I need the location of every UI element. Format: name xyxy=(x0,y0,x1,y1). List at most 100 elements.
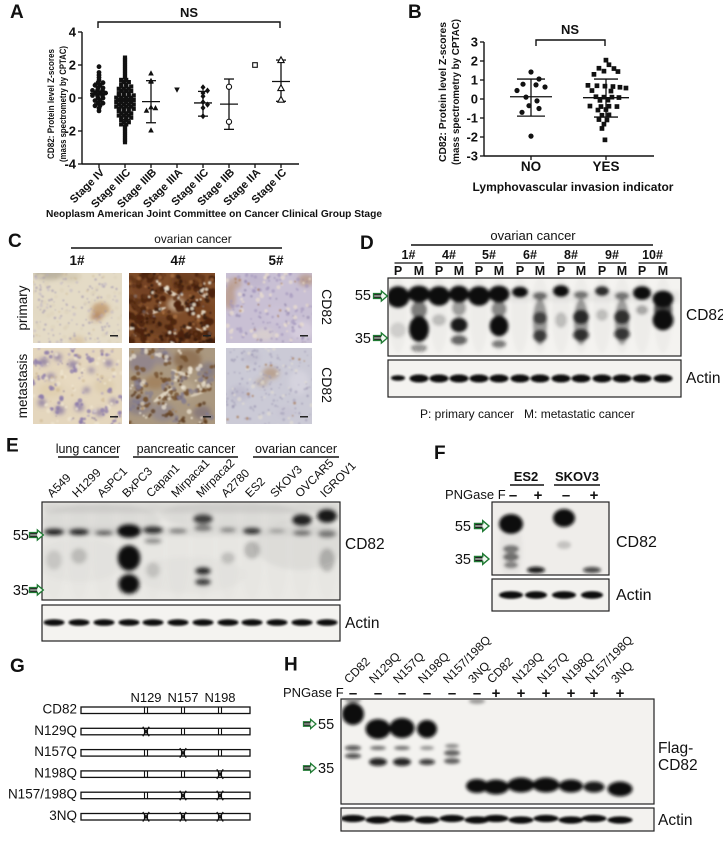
svg-text:–: – xyxy=(473,685,481,702)
svg-text:–: – xyxy=(374,685,382,702)
svg-text:CD82: CD82 xyxy=(345,536,385,553)
svg-text:–: – xyxy=(423,685,431,702)
svg-text:+: + xyxy=(567,685,576,702)
svg-text:CD82: Protein level Z-scores: CD82: Protein level Z-scores xyxy=(437,22,449,162)
svg-text:G: G xyxy=(10,656,25,677)
svg-text:-2: -2 xyxy=(466,130,478,145)
svg-text:M: M xyxy=(576,264,586,278)
svg-text:4: 4 xyxy=(69,25,77,40)
svg-text:NS: NS xyxy=(561,22,579,37)
svg-text:N198: N198 xyxy=(204,690,235,705)
svg-text:PNGase F: PNGase F xyxy=(445,487,506,502)
svg-text:35: 35 xyxy=(355,331,371,347)
svg-text:–: – xyxy=(448,685,456,702)
svg-text:C: C xyxy=(8,231,22,252)
svg-text:+: + xyxy=(517,685,526,702)
svg-text:1: 1 xyxy=(471,73,478,88)
svg-text:M: M xyxy=(494,264,504,278)
svg-text:ovarian cancer: ovarian cancer xyxy=(490,228,576,243)
svg-text:8#: 8# xyxy=(564,248,578,262)
svg-text:N198Q: N198Q xyxy=(34,765,77,780)
svg-text:P: P xyxy=(598,264,606,278)
svg-text:NS: NS xyxy=(180,5,198,20)
svg-text:P: P xyxy=(435,264,443,278)
svg-text:–: – xyxy=(562,487,570,504)
svg-text:ovarian cancer: ovarian cancer xyxy=(154,232,231,246)
svg-text:55: 55 xyxy=(318,717,334,733)
svg-text:3NQ: 3NQ xyxy=(49,808,77,823)
svg-text:Flag-: Flag- xyxy=(658,740,693,757)
svg-text:Actin: Actin xyxy=(686,370,720,387)
svg-text:P: P xyxy=(557,264,565,278)
svg-text:H: H xyxy=(284,655,298,676)
svg-text:SKOV3: SKOV3 xyxy=(555,469,599,484)
svg-text:4#: 4# xyxy=(442,248,456,262)
svg-text:B: B xyxy=(408,2,422,23)
svg-text:+: + xyxy=(590,685,599,702)
svg-text:2: 2 xyxy=(471,54,478,69)
svg-text:primary: primary xyxy=(15,285,30,330)
svg-text:P: primary cancer M: metasta: P: primary cancer M: metastatic cancer xyxy=(420,407,635,421)
svg-text:M: M xyxy=(658,264,668,278)
svg-text:0: 0 xyxy=(471,92,478,107)
svg-text:A: A xyxy=(10,2,24,23)
svg-text:M: M xyxy=(535,264,545,278)
svg-text:CD82: CD82 xyxy=(686,307,723,324)
svg-text:55: 55 xyxy=(13,528,29,544)
svg-text:PNGase F: PNGase F xyxy=(283,685,344,700)
svg-text:+: + xyxy=(492,685,501,702)
svg-text:M: M xyxy=(617,264,627,278)
svg-text:Neoplasm American Joint Commit: Neoplasm American Joint Committee on Can… xyxy=(46,209,382,220)
svg-text:5#: 5# xyxy=(482,248,496,262)
svg-text:35: 35 xyxy=(318,761,334,777)
svg-text:ES2: ES2 xyxy=(514,469,539,484)
svg-text:N157: N157 xyxy=(167,690,198,705)
svg-text:CD82: Protein level Z-scores: CD82: Protein level Z-scores xyxy=(46,49,56,159)
svg-text:9#: 9# xyxy=(605,248,619,262)
svg-text:0: 0 xyxy=(69,91,76,106)
svg-text:(mass spectrometry by CPTAC): (mass spectrometry by CPTAC) xyxy=(58,46,68,162)
svg-text:-3: -3 xyxy=(466,149,478,164)
svg-text:M: M xyxy=(454,264,464,278)
svg-text:CD82: CD82 xyxy=(658,757,698,774)
svg-text:2: 2 xyxy=(69,58,76,73)
svg-text:Lymphovascular invasion indica: Lymphovascular invasion indicator xyxy=(473,180,674,194)
svg-text:P: P xyxy=(394,264,402,278)
svg-text:P: P xyxy=(638,264,646,278)
svg-text:D: D xyxy=(360,233,374,254)
svg-text:-4: -4 xyxy=(64,157,76,172)
svg-text:Actin: Actin xyxy=(345,615,379,632)
svg-text:N129Q: N129Q xyxy=(34,723,77,738)
svg-text:metastasis: metastasis xyxy=(15,353,30,418)
svg-text:(mass spectrometry by CPTAC): (mass spectrometry by CPTAC) xyxy=(450,19,462,165)
svg-text:+: + xyxy=(616,685,625,702)
svg-text:E: E xyxy=(6,436,19,457)
svg-text:55: 55 xyxy=(355,288,371,304)
svg-text:P: P xyxy=(475,264,483,278)
svg-text:10#: 10# xyxy=(642,248,663,262)
svg-text:CD82: CD82 xyxy=(319,289,335,325)
svg-text:+: + xyxy=(534,487,543,504)
svg-text:N157/198Q: N157/198Q xyxy=(8,787,77,802)
svg-text:3: 3 xyxy=(471,35,478,50)
svg-text:–: – xyxy=(509,487,517,504)
svg-text:1#: 1# xyxy=(402,248,416,262)
svg-text:M: M xyxy=(414,264,424,278)
svg-text:CD82: CD82 xyxy=(42,702,77,717)
svg-text:+: + xyxy=(590,487,599,504)
svg-text:NO: NO xyxy=(521,159,541,174)
svg-text:+: + xyxy=(542,685,551,702)
svg-text:ovarian cancer: ovarian cancer xyxy=(255,442,337,456)
svg-text:–: – xyxy=(349,685,357,702)
svg-text:CD82: CD82 xyxy=(616,534,657,551)
svg-text:35: 35 xyxy=(13,583,29,599)
svg-text:35: 35 xyxy=(455,552,471,568)
svg-text:4#: 4# xyxy=(170,253,186,268)
svg-text:lung cancer: lung cancer xyxy=(56,442,121,456)
svg-text:-2: -2 xyxy=(64,124,76,139)
svg-text:–: – xyxy=(398,685,406,702)
svg-text:N129: N129 xyxy=(130,690,161,705)
svg-text:Actin: Actin xyxy=(616,587,652,604)
svg-text:5#: 5# xyxy=(268,253,284,268)
svg-text:55: 55 xyxy=(455,519,471,535)
